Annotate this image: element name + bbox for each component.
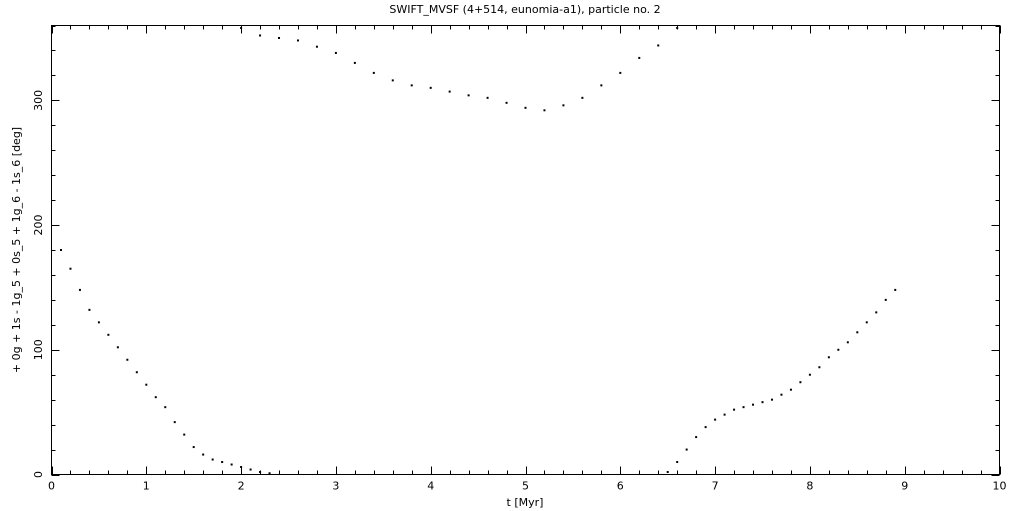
data-point (221, 461, 224, 464)
y-tick-label: 0 (32, 471, 45, 478)
data-point (543, 109, 546, 112)
data-point (733, 408, 736, 411)
data-point (600, 84, 603, 87)
data-point (334, 51, 337, 54)
data-point (619, 71, 622, 74)
data-point (391, 79, 394, 82)
data-point (676, 461, 679, 464)
data-point (116, 346, 119, 349)
data-point (799, 381, 802, 384)
y-tick-label: 300 (32, 90, 45, 111)
data-point (865, 321, 868, 324)
data-point (278, 36, 281, 39)
x-tick-label: 7 (712, 480, 719, 493)
x-tick-label: 4 (427, 480, 434, 493)
data-point (249, 468, 252, 471)
data-point (202, 453, 205, 456)
data-point (268, 472, 271, 475)
data-point (353, 61, 356, 64)
x-tick-label: 3 (332, 480, 339, 493)
y-tick-label: 100 (32, 339, 45, 360)
data-point (145, 383, 148, 386)
data-point (154, 396, 157, 399)
data-point (704, 426, 707, 429)
data-point (875, 311, 878, 314)
data-point (818, 366, 821, 369)
data-point (135, 371, 138, 374)
plot-frame (51, 25, 1000, 475)
data-point (173, 421, 176, 424)
data-point (126, 358, 129, 361)
data-point (808, 373, 811, 376)
data-points (59, 26, 897, 475)
data-point (230, 463, 233, 466)
data-point (524, 106, 527, 109)
x-tick-label: 1 (143, 480, 150, 493)
data-point (666, 471, 669, 474)
data-point (259, 34, 262, 37)
data-point (780, 393, 783, 396)
data-point (723, 413, 726, 416)
x-tick-label: 10 (993, 480, 1007, 493)
y-axis-label: + 0g + 1s - 1g_5 + 0s_5 + 1g_6 - 1s_6 [d… (10, 127, 23, 373)
data-point (88, 308, 91, 311)
data-point (581, 96, 584, 99)
data-point (685, 448, 688, 451)
data-point (59, 249, 62, 251)
data-point (846, 341, 849, 344)
x-axis-label: t [Myr] (507, 496, 544, 509)
data-point (884, 298, 887, 301)
y-tick-label: 200 (32, 215, 45, 236)
data-point (78, 288, 81, 291)
x-tick-label: 0 (48, 480, 55, 493)
data-point (761, 401, 764, 404)
data-point (562, 104, 565, 107)
data-point (894, 288, 897, 291)
data-point (296, 39, 299, 42)
data-point (657, 44, 660, 47)
data-point (211, 458, 214, 461)
x-tick-label: 8 (806, 480, 813, 493)
data-point (372, 71, 375, 74)
data-point (505, 101, 508, 104)
data-point (486, 96, 489, 99)
data-point (107, 333, 110, 336)
data-point (856, 331, 859, 334)
data-point (837, 348, 840, 351)
data-point (192, 446, 195, 449)
x-tick-label: 2 (238, 480, 245, 493)
data-point (752, 403, 755, 406)
data-point (770, 398, 773, 401)
data-point (714, 418, 717, 421)
data-point (410, 84, 413, 87)
x-tick-label: 5 (522, 480, 529, 493)
data-point (429, 86, 432, 89)
x-tick-label: 6 (617, 480, 624, 493)
data-point (69, 267, 72, 270)
data-point (742, 406, 745, 409)
data-point (164, 406, 167, 409)
data-point (183, 433, 186, 436)
data-point (315, 45, 318, 48)
data-point (695, 436, 698, 439)
data-point (789, 388, 792, 391)
data-point (467, 94, 470, 97)
chart-title: SWIFT_MVSF (4+514, eunomia-a1), particle… (389, 3, 660, 16)
data-point (97, 321, 100, 324)
x-tick-label: 9 (901, 480, 908, 493)
data-point (638, 56, 641, 59)
data-point (827, 356, 830, 359)
data-point (448, 90, 451, 93)
